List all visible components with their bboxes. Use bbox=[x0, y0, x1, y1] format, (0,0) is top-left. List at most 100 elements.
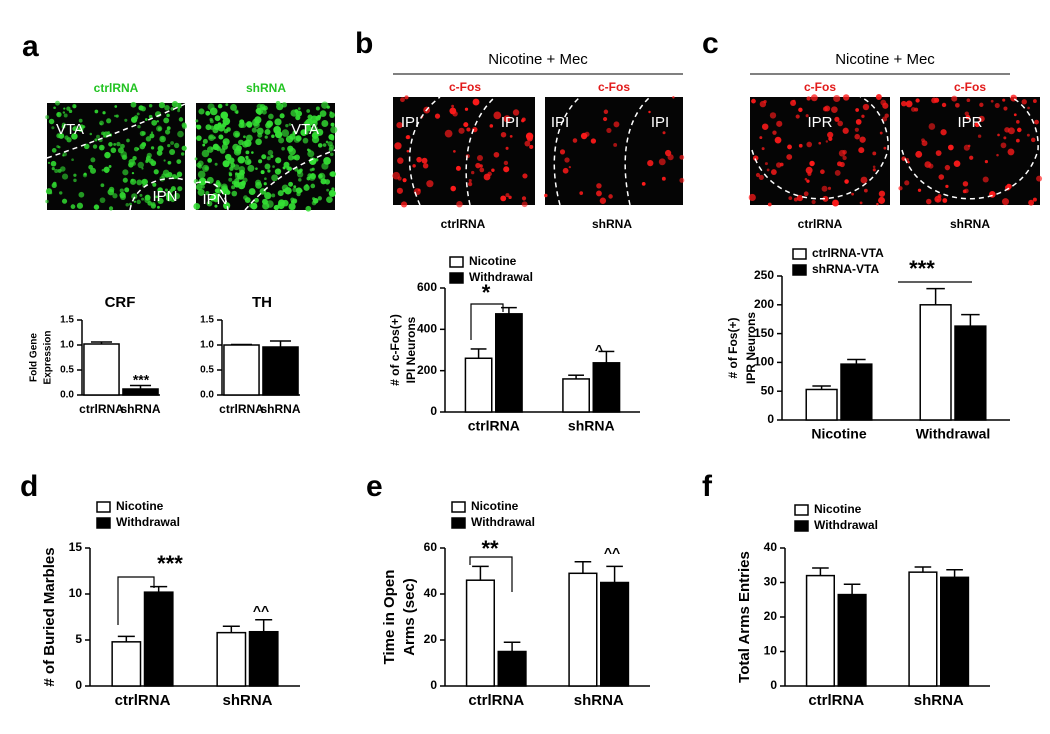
cell bbox=[842, 155, 847, 161]
cell bbox=[860, 176, 868, 184]
cell bbox=[207, 158, 213, 163]
legend-label: Withdrawal bbox=[469, 270, 533, 284]
region-label: IPI bbox=[651, 114, 669, 131]
bar bbox=[465, 579, 496, 687]
cell bbox=[942, 198, 948, 203]
cell bbox=[197, 188, 205, 196]
bar bbox=[592, 362, 621, 413]
cell bbox=[247, 164, 255, 172]
cell bbox=[61, 124, 66, 129]
cell bbox=[596, 183, 602, 189]
cell bbox=[56, 133, 62, 139]
bar bbox=[805, 388, 838, 421]
cell bbox=[990, 99, 994, 103]
y-tick-label: 15 bbox=[69, 540, 83, 554]
cell bbox=[237, 156, 246, 164]
cell bbox=[233, 130, 241, 138]
cell bbox=[421, 157, 428, 164]
cell bbox=[905, 100, 913, 108]
cell bbox=[326, 188, 330, 192]
cell bbox=[483, 173, 491, 181]
cell bbox=[500, 131, 507, 138]
cell bbox=[268, 113, 274, 120]
cell bbox=[63, 113, 68, 118]
legend-label: Nicotine bbox=[814, 502, 862, 516]
cell bbox=[292, 187, 298, 193]
cell bbox=[1034, 119, 1039, 125]
cell bbox=[761, 147, 765, 151]
cell bbox=[177, 109, 181, 113]
x-tick-label: ctrlRNA bbox=[79, 402, 124, 416]
cell bbox=[255, 181, 263, 189]
legend-label: Nicotine bbox=[471, 499, 519, 513]
cell bbox=[825, 140, 829, 143]
cell bbox=[979, 102, 984, 107]
cell bbox=[491, 168, 495, 172]
cell bbox=[755, 172, 761, 178]
header: Nicotine + Mec bbox=[488, 51, 588, 68]
cell bbox=[805, 114, 809, 118]
cell bbox=[854, 127, 859, 132]
cell bbox=[314, 158, 319, 162]
cell bbox=[228, 172, 233, 177]
y-tick-label: 20 bbox=[764, 609, 778, 623]
cell bbox=[317, 196, 322, 201]
cell bbox=[526, 135, 533, 142]
legend-label: Withdrawal bbox=[471, 515, 535, 529]
cell bbox=[417, 188, 421, 192]
y-tick-label: 150 bbox=[754, 326, 774, 340]
cell bbox=[196, 135, 202, 141]
cell bbox=[679, 154, 685, 160]
cell bbox=[748, 193, 756, 202]
cell bbox=[166, 113, 170, 118]
bar bbox=[940, 576, 970, 687]
cell bbox=[806, 141, 813, 148]
cell bbox=[245, 155, 249, 160]
cell bbox=[955, 102, 960, 108]
cell bbox=[124, 118, 128, 122]
cell bbox=[281, 102, 288, 108]
bracket bbox=[469, 556, 513, 592]
cell bbox=[70, 204, 76, 209]
cell bbox=[59, 191, 63, 195]
y-tick-label: 0 bbox=[770, 678, 777, 692]
cell bbox=[130, 101, 137, 108]
bar bbox=[223, 344, 260, 396]
cell bbox=[60, 166, 66, 172]
cell bbox=[209, 194, 217, 202]
cell bbox=[310, 115, 319, 124]
cell bbox=[207, 103, 215, 111]
annotation: * bbox=[482, 280, 491, 305]
cell bbox=[148, 114, 153, 119]
cell bbox=[222, 160, 230, 168]
cell bbox=[274, 168, 282, 175]
cell bbox=[606, 127, 612, 134]
bar bbox=[919, 304, 952, 421]
bar bbox=[122, 388, 159, 396]
cell bbox=[855, 119, 862, 125]
cell bbox=[672, 96, 675, 99]
cell bbox=[141, 131, 146, 136]
legend-label: Nicotine bbox=[116, 499, 164, 513]
boundary bbox=[244, 149, 336, 211]
cell bbox=[1032, 197, 1037, 202]
cell bbox=[1015, 138, 1020, 143]
cell bbox=[468, 178, 472, 183]
cell bbox=[47, 161, 51, 165]
x-tick-label: shRNA bbox=[222, 692, 272, 709]
cell bbox=[126, 138, 130, 143]
cell bbox=[679, 177, 685, 183]
bar bbox=[143, 591, 174, 687]
cell bbox=[158, 102, 166, 109]
cell bbox=[113, 142, 117, 146]
cell bbox=[434, 113, 441, 119]
micrograph bbox=[898, 94, 1043, 206]
cell bbox=[177, 186, 183, 192]
cell bbox=[253, 121, 260, 129]
cell bbox=[455, 165, 461, 171]
cell bbox=[947, 144, 954, 151]
legend-label: Withdrawal bbox=[814, 518, 878, 532]
y-axis-label: IPI Neurons bbox=[404, 316, 418, 383]
cell bbox=[839, 161, 845, 168]
x-tick-label: shRNA bbox=[260, 402, 300, 416]
